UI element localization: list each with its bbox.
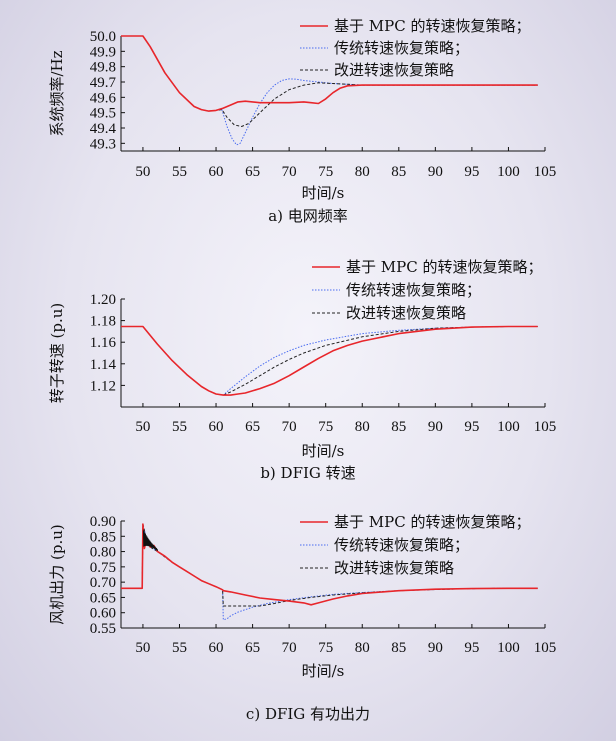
y-axis-title: 风机出力 (p.u)	[48, 524, 66, 625]
y-tick-label: 49.9	[90, 44, 116, 60]
legend-label: 基于 MPC 的转速恢复策略；	[346, 258, 542, 276]
legend-label: 基于 MPC 的转速恢复策略；	[334, 513, 530, 531]
x-tick-label: 90	[428, 419, 443, 435]
legend-label: 基于 MPC 的转速恢复策略；	[334, 17, 530, 35]
x-tick-label: 70	[282, 640, 297, 656]
y-axis-title: 系统频率/Hz	[48, 50, 66, 136]
series-line-solid	[121, 325, 538, 396]
y-tick-label: 1.20	[90, 292, 116, 308]
y-tick-label: 0.90	[90, 514, 116, 530]
y-tick-label: 49.6	[90, 90, 117, 106]
x-axis-title: 时间/s	[302, 184, 345, 202]
x-tick-label: 105	[534, 419, 557, 435]
chart-caption: a) 电网频率	[268, 207, 348, 225]
x-tick-label: 75	[318, 164, 333, 180]
x-tick-label: 65	[245, 640, 260, 656]
y-tick-label: 0.60	[90, 606, 116, 622]
y-tick-label: 0.80	[90, 545, 116, 561]
y-tick-label: 1.16	[90, 335, 117, 351]
x-tick-label: 55	[172, 164, 187, 180]
x-tick-label: 70	[282, 419, 297, 435]
y-tick-label: 1.12	[90, 378, 116, 394]
y-tick-label: 0.70	[90, 575, 116, 591]
x-tick-label: 65	[245, 419, 260, 435]
series-line-dashed	[121, 523, 538, 607]
chart-caption: c) DFIG 有功出力	[246, 705, 370, 723]
y-tick-label: 49.3	[90, 136, 116, 152]
x-tick-label: 95	[464, 164, 479, 180]
series-line-solid	[121, 523, 538, 606]
x-axis-title: 时间/s	[302, 442, 345, 460]
x-tick-label: 50	[135, 419, 150, 435]
y-tick-label: 49.4	[90, 121, 117, 137]
legend-label: 传统转速恢复策略；	[334, 39, 469, 57]
y-tick-label: 49.5	[90, 106, 116, 122]
y-tick-label: 0.65	[90, 590, 116, 606]
x-tick-label: 90	[428, 640, 443, 656]
y-tick-label: 0.75	[90, 560, 116, 576]
y-tick-label: 0.55	[90, 621, 116, 637]
series-line-dotted	[121, 35, 538, 146]
x-tick-label: 50	[135, 640, 150, 656]
x-tick-label: 70	[282, 164, 297, 180]
x-tick-label: 95	[464, 419, 479, 435]
series-line-dotted	[121, 523, 538, 621]
x-tick-label: 65	[245, 164, 260, 180]
x-tick-label: 100	[497, 640, 520, 656]
x-tick-label: 85	[391, 640, 406, 656]
chart-panel-2: 50 55 60 65 70 75 80 85 90 95 100 105 1.20 1.18 1.16 1.…	[48, 258, 556, 482]
x-tick-label: 60	[209, 640, 224, 656]
chart-panel-3: 50 55 60 65 70 75 80 85 90 95 100 1050.900.850.800.…	[48, 513, 556, 723]
chart-caption: b) DFIG 转速	[260, 464, 355, 482]
x-tick-label: 105	[534, 164, 557, 180]
x-tick-label: 85	[391, 419, 406, 435]
y-tick-label: 0.85	[90, 529, 116, 545]
legend-label: 改进转速恢复策略	[346, 304, 466, 322]
oscillation-mark	[142, 529, 158, 551]
x-axis-title: 时间/s	[302, 662, 345, 680]
y-tick-label: 1.14	[90, 357, 117, 373]
legend-label: 传统转速恢复策略；	[346, 281, 481, 299]
series-line-solid	[121, 35, 538, 112]
y-tick-label: 50.0	[90, 29, 116, 45]
series-line-dotted	[121, 326, 538, 396]
x-tick-label: 75	[318, 419, 333, 435]
x-tick-label: 90	[428, 164, 443, 180]
x-tick-label: 75	[318, 640, 333, 656]
x-tick-label: 80	[355, 419, 370, 435]
x-tick-label: 105	[534, 640, 557, 656]
x-tick-label: 100	[497, 419, 520, 435]
series-line-dashed	[121, 326, 538, 396]
x-tick-label: 55	[172, 640, 187, 656]
x-tick-label: 100	[497, 164, 520, 180]
x-tick-label: 50	[135, 164, 150, 180]
y-tick-label: 49.7	[90, 75, 117, 91]
legend-label: 传统转速恢复策略；	[334, 536, 469, 554]
y-tick-label: 1.18	[90, 314, 116, 330]
series-line-dashed	[121, 35, 538, 127]
chart-panel-1: 50 55 60 65 70 75 80 85 90 95 100 10550.049.949.849…	[48, 17, 556, 225]
x-tick-label: 95	[464, 640, 479, 656]
x-tick-label: 85	[391, 164, 406, 180]
x-tick-label: 55	[172, 419, 187, 435]
legend-label: 改进转速恢复策略	[334, 61, 454, 79]
y-tick-label: 49.8	[90, 60, 116, 76]
x-tick-label: 80	[355, 640, 370, 656]
x-tick-label: 60	[209, 419, 224, 435]
legend-label: 改进转速恢复策略	[334, 559, 454, 577]
y-axis-title: 转子转速 (p.u)	[48, 303, 66, 404]
x-tick-label: 80	[355, 164, 370, 180]
x-tick-label: 60	[209, 164, 224, 180]
